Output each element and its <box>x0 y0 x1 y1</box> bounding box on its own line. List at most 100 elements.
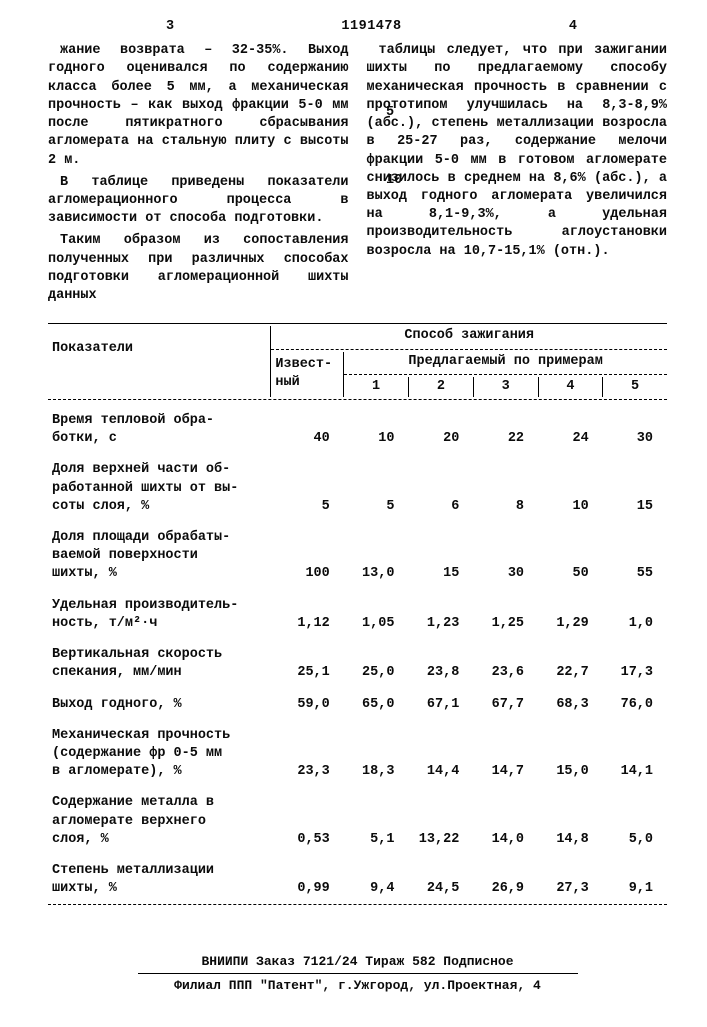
cell-value: 5,0 <box>603 784 667 852</box>
cell-value: 9,4 <box>344 852 409 901</box>
table-row: Механическая прочность (содержание фр 0-… <box>48 717 667 785</box>
footer-rule <box>138 973 578 974</box>
cell-value: 14,8 <box>538 784 603 852</box>
cell-value: 65,0 <box>344 686 409 717</box>
cell-value: 1,0 <box>603 587 667 636</box>
cell-value: 27,3 <box>538 852 603 901</box>
line-number-5: 5 <box>386 104 394 122</box>
col-ex3: 3 <box>473 377 538 397</box>
page-number-left: 3 <box>166 18 174 36</box>
indicators-table: Показатели Способ зажигания Извест- ный … <box>48 326 667 901</box>
cell-known: 25,1 <box>271 636 344 685</box>
table-row: Время тепловой обра- ботки, с40102022243… <box>48 402 667 451</box>
table-body: Время тепловой обра- ботки, с40102022243… <box>48 402 667 902</box>
cell-value: 17,3 <box>603 636 667 685</box>
col-known: Извест- ный <box>271 352 344 397</box>
cell-value: 15,0 <box>538 717 603 785</box>
line-number-10: 10 <box>386 172 402 190</box>
cell-value: 23,8 <box>408 636 473 685</box>
header-dash-1 <box>271 349 667 350</box>
cell-value: 1,29 <box>538 587 603 636</box>
page-header: 3 1191478 4 <box>48 18 667 36</box>
cell-value: 30 <box>603 402 667 451</box>
cell-value: 22,7 <box>538 636 603 685</box>
cell-value: 10 <box>344 402 409 451</box>
row-label: Содержание металла в агломерате верхнего… <box>48 784 271 852</box>
cell-value: 50 <box>538 519 603 587</box>
page-number-right: 4 <box>569 18 577 36</box>
row-label: Удельная производитель- ность, т/м²·ч <box>48 587 271 636</box>
row-label: Время тепловой обра- ботки, с <box>48 402 271 451</box>
data-table: Показатели Способ зажигания Извест- ный … <box>48 323 667 904</box>
cell-known: 0,53 <box>271 784 344 852</box>
row-label: Степень металлизации шихты, % <box>48 852 271 901</box>
cell-value: 67,1 <box>408 686 473 717</box>
cell-value: 25,0 <box>344 636 409 685</box>
col-method: Способ зажигания <box>271 326 667 346</box>
cell-known: 0,99 <box>271 852 344 901</box>
table-row: Доля верхней части об- работанной шихты … <box>48 451 667 519</box>
cell-value: 1,23 <box>408 587 473 636</box>
right-p1: таблицы следует, что при зажигании шихты… <box>367 42 668 261</box>
col-ex4: 4 <box>538 377 603 397</box>
cell-value: 22 <box>473 402 538 451</box>
cell-value: 5,1 <box>344 784 409 852</box>
cell-value: 13,0 <box>344 519 409 587</box>
cell-value: 14,1 <box>603 717 667 785</box>
left-column: жание возврата – 32-35%. Выход годного о… <box>48 42 349 309</box>
cell-value: 9,1 <box>603 852 667 901</box>
cell-value: 13,22 <box>408 784 473 852</box>
row-label: Выход годного, % <box>48 686 271 717</box>
cell-known: 40 <box>271 402 344 451</box>
cell-value: 6 <box>408 451 473 519</box>
cell-value: 30 <box>473 519 538 587</box>
table-bottom-rule <box>48 904 667 905</box>
left-p3: Таким образом из сопоставления полученны… <box>48 232 349 305</box>
table-row: Вертикальная скорость спекания, мм/мин25… <box>48 636 667 685</box>
table-row: Степень металлизации шихты, %0,999,424,5… <box>48 852 667 901</box>
table-row: Доля площади обрабаты- ваемой поверхност… <box>48 519 667 587</box>
cell-known: 100 <box>271 519 344 587</box>
col-ex1: 1 <box>344 377 409 397</box>
table-header-row-5: 1 2 3 4 5 <box>48 377 667 397</box>
table-row: Содержание металла в агломерате верхнего… <box>48 784 667 852</box>
cell-value: 55 <box>603 519 667 587</box>
cell-value: 14,4 <box>408 717 473 785</box>
cell-value: 5 <box>344 451 409 519</box>
cell-value: 15 <box>603 451 667 519</box>
footer-line-1: ВНИИПИ Заказ 7121/24 Тираж 582 Подписное <box>48 953 667 971</box>
left-p1: жание возврата – 32-35%. Выход годного о… <box>48 42 349 170</box>
cell-value: 67,7 <box>473 686 538 717</box>
col-indicators: Показатели <box>48 326 271 371</box>
cell-known: 59,0 <box>271 686 344 717</box>
table-header-row-1: Показатели Способ зажигания <box>48 326 667 346</box>
footer-line-2: Филиал ППП "Патент", г.Ужгород, ул.Проек… <box>48 977 667 995</box>
cell-value: 23,6 <box>473 636 538 685</box>
cell-value: 18,3 <box>344 717 409 785</box>
cell-value: 24,5 <box>408 852 473 901</box>
row-label: Механическая прочность (содержание фр 0-… <box>48 717 271 785</box>
two-column-text: жание возврата – 32-35%. Выход годного о… <box>48 42 667 309</box>
left-p2: В таблице приведены показатели агломерац… <box>48 174 349 229</box>
row-label: Вертикальная скорость спекания, мм/мин <box>48 636 271 685</box>
cell-value: 26,9 <box>473 852 538 901</box>
row-label: Доля площади обрабаты- ваемой поверхност… <box>48 519 271 587</box>
cell-value: 15 <box>408 519 473 587</box>
cell-value: 1,05 <box>344 587 409 636</box>
cell-value: 10 <box>538 451 603 519</box>
table-row: Выход годного, %59,065,067,167,768,376,0 <box>48 686 667 717</box>
cell-value: 14,0 <box>473 784 538 852</box>
cell-value: 76,0 <box>603 686 667 717</box>
cell-value: 14,7 <box>473 717 538 785</box>
document-page: 3 1191478 4 жание возврата – 32-35%. Вых… <box>0 0 707 1027</box>
col-ex5: 5 <box>603 377 667 397</box>
col-proposed: Предлагаемый по примерам <box>344 352 667 372</box>
right-column: таблицы следует, что при зажигании шихты… <box>367 42 668 309</box>
cell-known: 23,3 <box>271 717 344 785</box>
table-top-rule <box>48 323 667 324</box>
cell-known: 1,12 <box>271 587 344 636</box>
cell-value: 68,3 <box>538 686 603 717</box>
cell-value: 20 <box>408 402 473 451</box>
table-row: Удельная производитель- ность, т/м²·ч1,1… <box>48 587 667 636</box>
imprint-footer: ВНИИПИ Заказ 7121/24 Тираж 582 Подписное… <box>48 953 667 995</box>
